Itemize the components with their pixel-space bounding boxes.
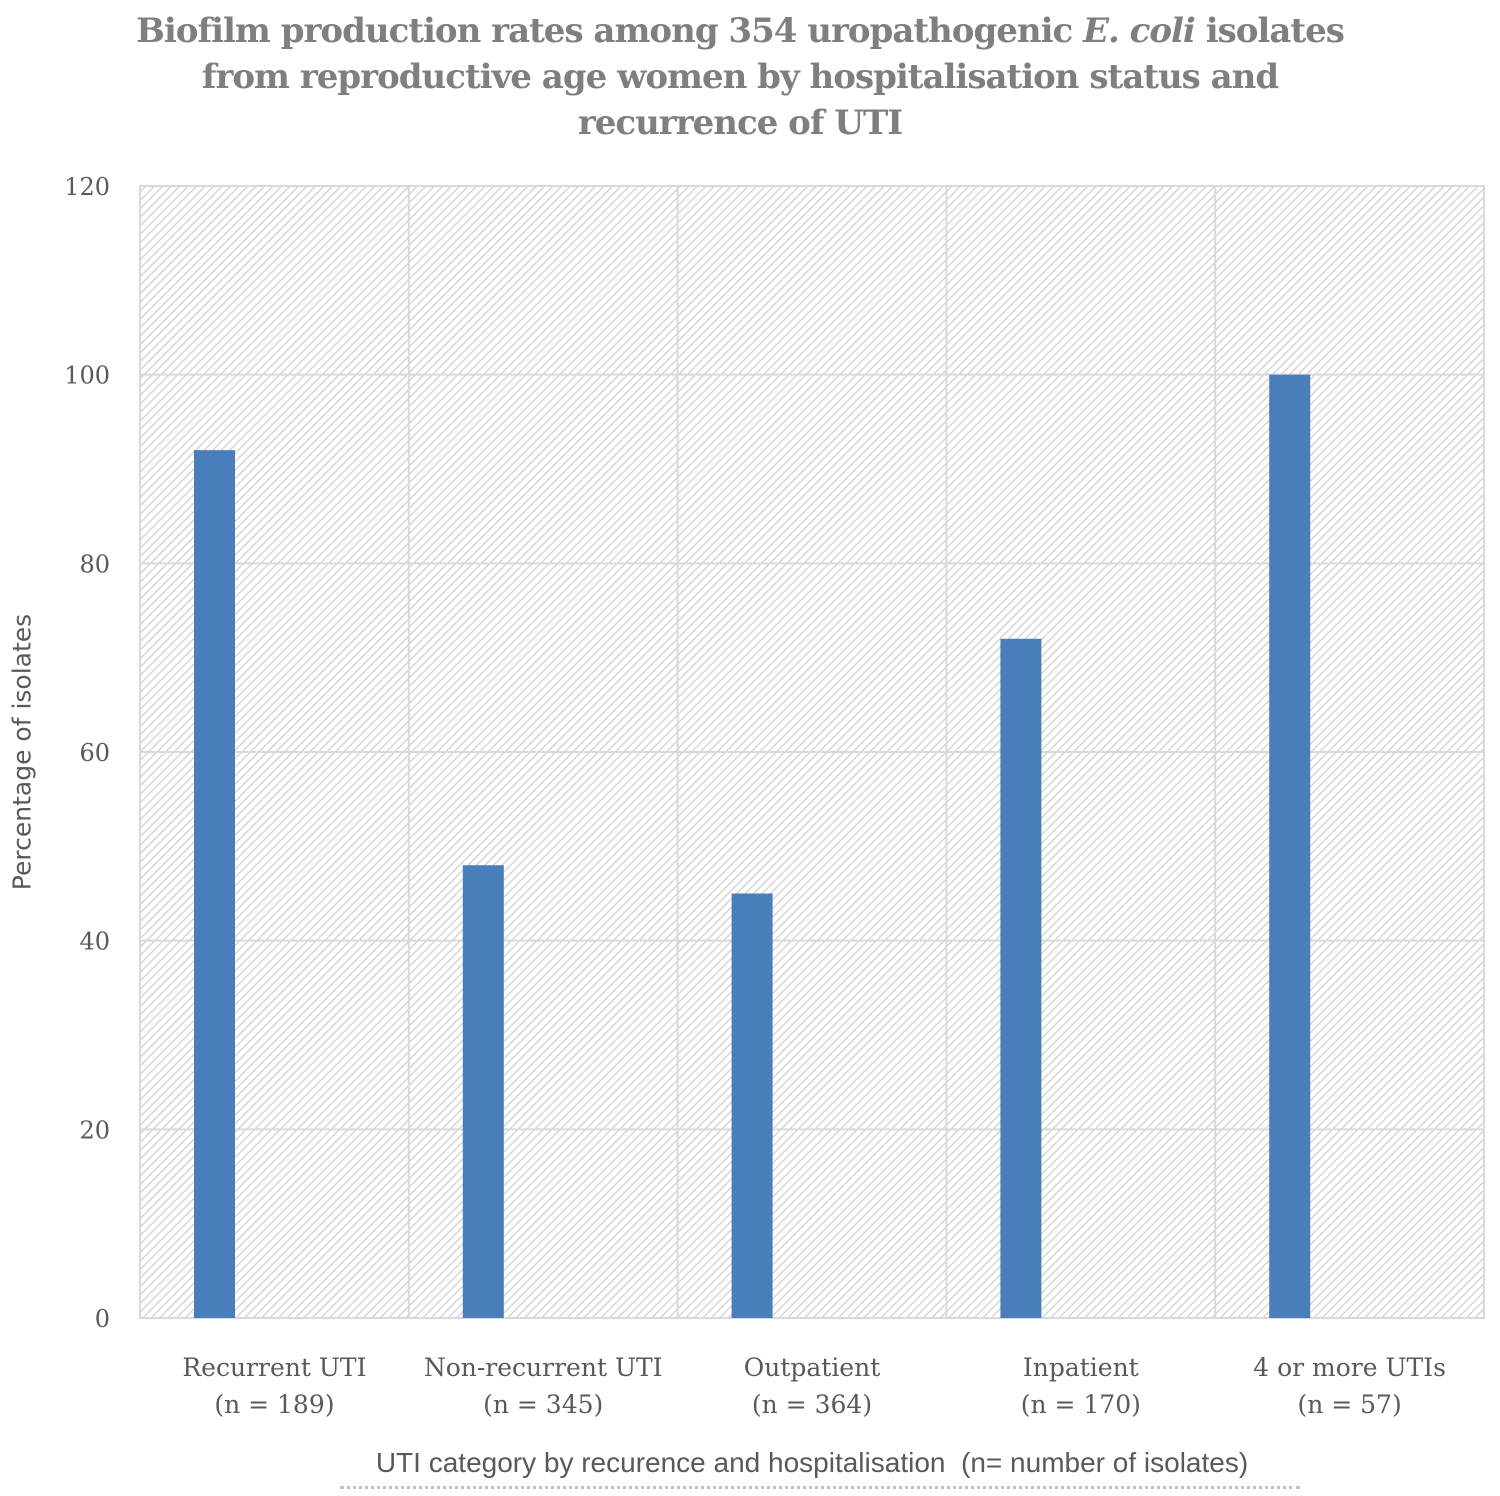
- title-italic-text: E. coli: [1083, 11, 1196, 51]
- y-axis-label: Percentage of isolates: [7, 613, 37, 891]
- x-tick-label: Inpatient: [1023, 1353, 1139, 1382]
- x-tick-label: Recurrent UTI: [182, 1353, 366, 1382]
- x-axis-label: UTI category by recurence and hospitalis…: [375, 1447, 1249, 1478]
- title-text: isolates: [1194, 11, 1345, 51]
- y-axis-ticks: 0 20 40 60 80 100 120: [64, 173, 110, 1333]
- title-text: from reproductive age women by hospitali…: [201, 57, 1279, 97]
- y-tick-label: 20: [79, 1116, 110, 1144]
- x-tick-count-label: (n = 57): [1297, 1390, 1401, 1419]
- bar: [1269, 374, 1311, 1319]
- x-tick-count-label: (n = 189): [214, 1390, 334, 1419]
- cropped-caption-fragment: [340, 1486, 1300, 1496]
- bar: [194, 450, 235, 1319]
- x-axis-ticks: Recurrent UTI (n = 189) Non-recurrent UTI (…: [182, 1353, 1446, 1419]
- bars: [194, 374, 1311, 1319]
- chart-title: Biofilm production rates among 354 uropa…: [0, 8, 1480, 146]
- vertical-gridlines: [407, 186, 1217, 1318]
- x-tick-count-label: (n = 364): [752, 1390, 872, 1419]
- bar: [731, 893, 773, 1318]
- x-tick-count-label: (n = 345): [483, 1390, 603, 1419]
- x-tick-label: Outpatient: [744, 1353, 881, 1382]
- bar: [1000, 638, 1042, 1318]
- x-tick-count-label: (n = 170): [1021, 1390, 1141, 1419]
- x-tick-label: 4 or more UTIs: [1253, 1353, 1446, 1382]
- y-tick-label: 0: [95, 1305, 110, 1333]
- y-tick-label: 120: [64, 173, 110, 201]
- bar: [462, 865, 504, 1318]
- title-text: recurrence of UTI: [577, 103, 903, 143]
- y-tick-label: 100: [64, 362, 110, 390]
- title-text: Biofilm production rates among 354 uropa…: [136, 11, 1084, 51]
- x-tick-label: Non-recurrent UTI: [424, 1353, 663, 1382]
- y-tick-label: 40: [79, 928, 110, 956]
- y-tick-label: 80: [79, 550, 110, 578]
- horizontal-gridlines: [140, 185, 1484, 1319]
- y-tick-label: 60: [79, 739, 110, 767]
